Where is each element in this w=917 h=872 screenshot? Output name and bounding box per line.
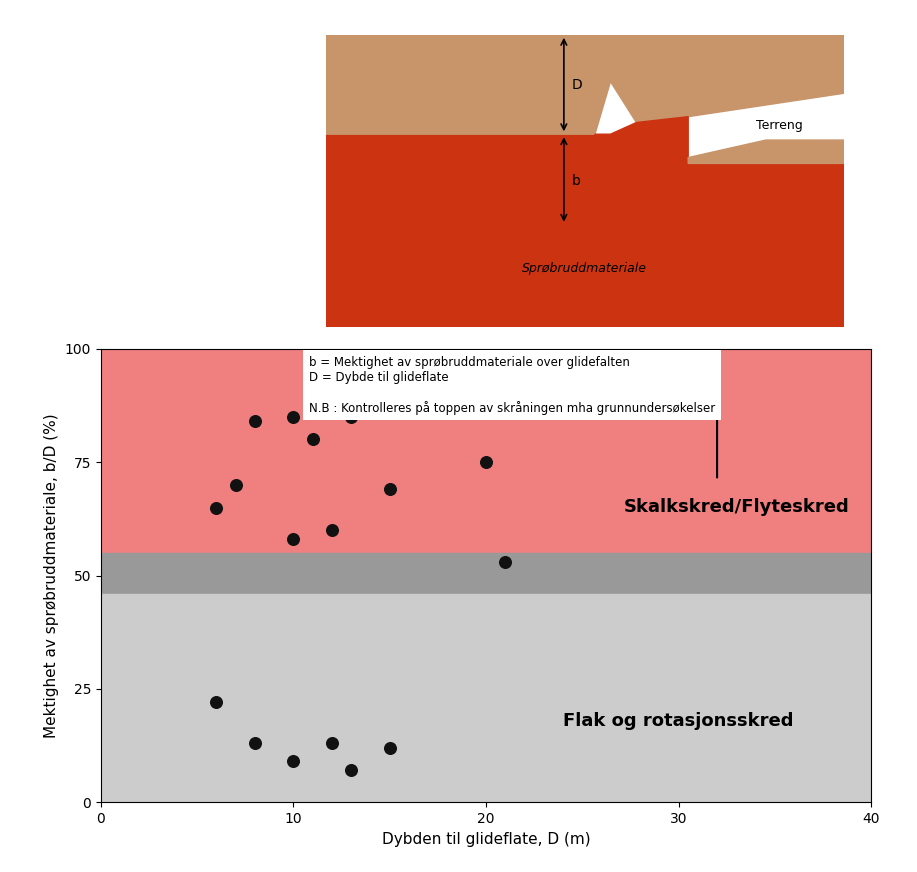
Polygon shape [611, 35, 844, 122]
Point [305, 433, 320, 446]
Point [286, 532, 301, 546]
Text: Skalkskred/Flyteskred: Skalkskred/Flyteskred [624, 499, 849, 516]
Text: b = Mektighet av sprøbruddmateriale over glidefalten
D = Dybde til glideflate

N: b = Mektighet av sprøbruddmateriale over… [309, 356, 715, 415]
Bar [326, 163, 844, 327]
Bar [101, 553, 871, 594]
Point [344, 410, 359, 424]
Bar [101, 349, 871, 553]
Point [344, 764, 359, 778]
Polygon shape [326, 35, 611, 134]
Point [209, 696, 224, 710]
Point [248, 414, 262, 428]
Text: Terreng: Terreng [756, 119, 802, 132]
Point [228, 478, 243, 492]
Point [479, 455, 493, 469]
Y-axis label: Mektighet av sprøbruddmateriale, b/D (%): Mektighet av sprøbruddmateriale, b/D (%) [44, 413, 60, 738]
Text: Flak og rotasjonsskred: Flak og rotasjonsskred [563, 712, 794, 730]
Text: D: D [571, 78, 582, 92]
Polygon shape [688, 140, 844, 163]
Point [286, 754, 301, 768]
Bar [101, 594, 871, 802]
Point [325, 523, 339, 537]
Point [248, 736, 262, 750]
Text: b: b [571, 174, 580, 188]
Point [325, 736, 339, 750]
Polygon shape [326, 134, 595, 163]
Point [382, 741, 397, 755]
X-axis label: Dybden til glideflate, D (m): Dybden til glideflate, D (m) [381, 832, 591, 847]
Point [498, 555, 513, 569]
Polygon shape [595, 117, 688, 163]
Point [209, 501, 224, 514]
Point [286, 410, 301, 424]
Point [382, 482, 397, 496]
Text: Sprøbruddmateriale: Sprøbruddmateriale [522, 262, 647, 275]
